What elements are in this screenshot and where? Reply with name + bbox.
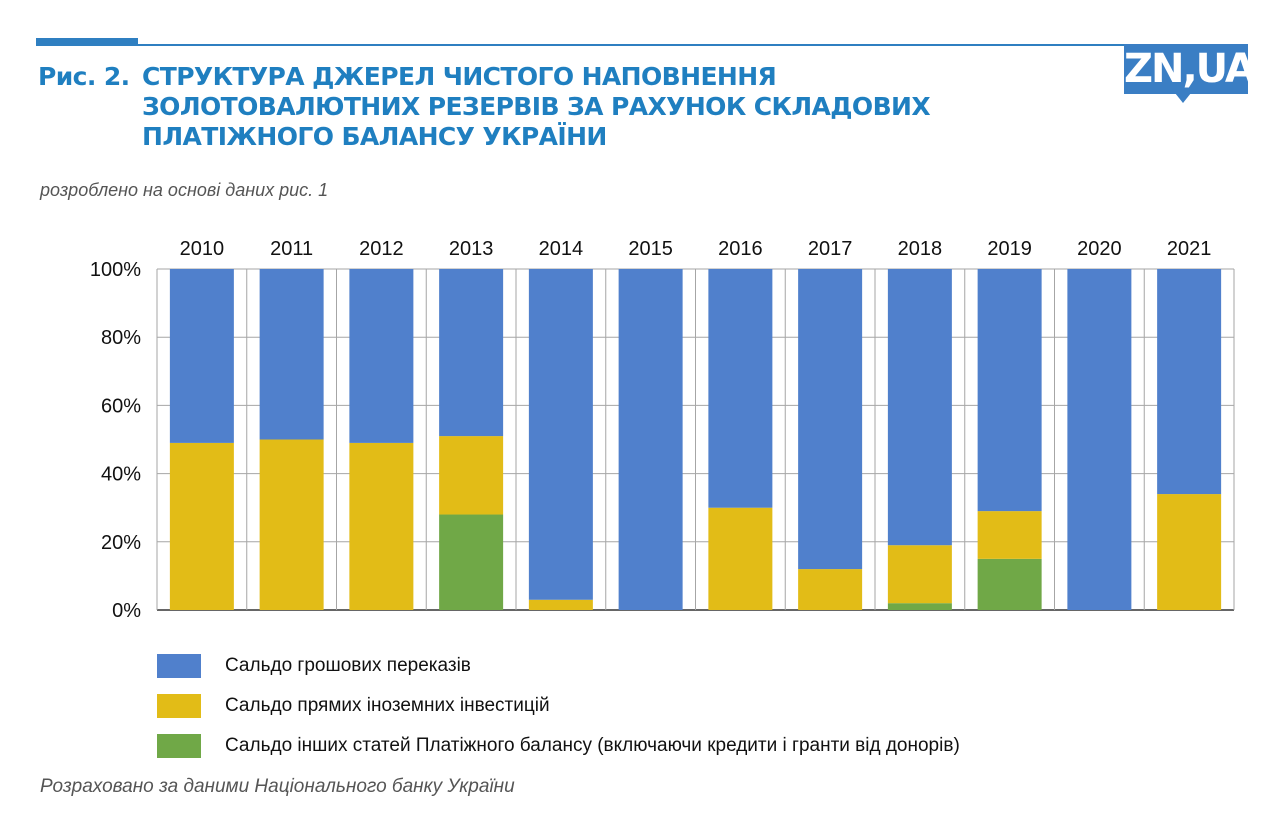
- bar-segment: [259, 269, 324, 440]
- x-tick-label: 2018: [898, 238, 943, 260]
- bar-segment: [977, 269, 1042, 512]
- legend-item: Сальдо інших статей Платіжного балансу (…: [157, 726, 960, 766]
- y-tick-label: 0%: [112, 600, 141, 622]
- x-tick-label: 2011: [270, 238, 313, 260]
- legend-item: Сальдо грошових переказів: [157, 646, 960, 686]
- bar-segment: [169, 269, 234, 443]
- bar-segment: [887, 545, 952, 604]
- figure-number: Рис. 2.: [38, 62, 130, 91]
- x-tick-label: 2020: [1077, 238, 1122, 260]
- legend-swatch: [157, 654, 201, 678]
- y-tick-label: 20%: [101, 532, 141, 554]
- bar-segment: [977, 511, 1042, 559]
- x-tick-label: 2013: [449, 238, 494, 260]
- x-tick-label: 2010: [180, 238, 225, 260]
- bar-segment: [708, 269, 773, 508]
- title-line-2: ЗОЛОТОВАЛЮТНИХ РЕЗЕРВІВ ЗА РАХУНОК СКЛАД…: [142, 92, 931, 121]
- bar-segment: [169, 442, 234, 610]
- bar-segment: [439, 514, 504, 610]
- bar-segment: [798, 569, 863, 610]
- stacked-bar-chart: 0% 20% 40% 60% 80% 100% 2010 2011 2012 2013 2014 20…: [90, 238, 1235, 622]
- title-line-3: ПЛАТІЖНОГО БАЛАНСУ УКРАЇНИ: [142, 122, 607, 151]
- x-tick-label: 2012: [359, 238, 404, 260]
- bar-segment: [977, 558, 1042, 610]
- bar-segment: [798, 269, 863, 570]
- zn-ua-logo: ZN,UA: [1124, 44, 1256, 94]
- header-rule: [36, 44, 1126, 46]
- y-tick-label: 100%: [90, 259, 141, 281]
- logo-speech-tail: [1175, 93, 1191, 103]
- chart-subtitle: розроблено на основі даних рис. 1: [40, 180, 329, 200]
- legend-label: Сальдо інших статей Платіжного балансу (…: [225, 735, 960, 756]
- legend-label: Сальдо грошових переказів: [225, 655, 471, 676]
- x-tick-label: 2019: [987, 238, 1032, 260]
- legend-label: Сальдо прямих іноземних інвестицій: [225, 695, 550, 716]
- bar-segment: [708, 507, 773, 610]
- x-tick-label: 2016: [718, 238, 763, 260]
- bar-segment: [1157, 269, 1222, 495]
- title-line-1: СТРУКТУРА ДЖЕРЕЛ ЧИСТОГО НАПОВНЕННЯ: [142, 62, 777, 91]
- bar-segment: [439, 269, 504, 437]
- x-tick-label: 2014: [539, 238, 584, 260]
- legend-item: Сальдо прямих іноземних інвестицій: [157, 686, 960, 726]
- source-note: Розраховано за даними Національного банк…: [40, 776, 515, 797]
- bar-segment: [887, 269, 952, 546]
- y-tick-label: 80%: [101, 327, 141, 349]
- legend-swatch: [157, 734, 201, 758]
- x-tick-label: 2017: [808, 238, 853, 260]
- x-tick-label: 2021: [1167, 238, 1212, 260]
- bar-segment: [1157, 494, 1222, 610]
- bar-segment: [349, 269, 414, 443]
- chart-legend: Сальдо грошових переказів Сальдо прямих і…: [157, 646, 960, 766]
- y-tick-label: 60%: [101, 395, 141, 417]
- header-accent-block: [36, 38, 138, 45]
- bar-segment: [349, 442, 414, 610]
- bar-segment: [259, 439, 324, 610]
- x-tick-label: 2015: [628, 238, 673, 260]
- bar-segment: [528, 599, 593, 610]
- bar-segment: [528, 269, 593, 600]
- legend-swatch: [157, 694, 201, 718]
- bar-segment: [887, 603, 952, 610]
- y-tick-label: 40%: [101, 464, 141, 486]
- bar-segment: [1067, 269, 1132, 610]
- chart-title: Рис. 2. СТРУКТУРА ДЖЕРЕЛ ЧИСТОГО НАПОВНЕН…: [38, 62, 931, 152]
- bar-segment: [439, 436, 504, 515]
- bar-segment: [618, 269, 683, 610]
